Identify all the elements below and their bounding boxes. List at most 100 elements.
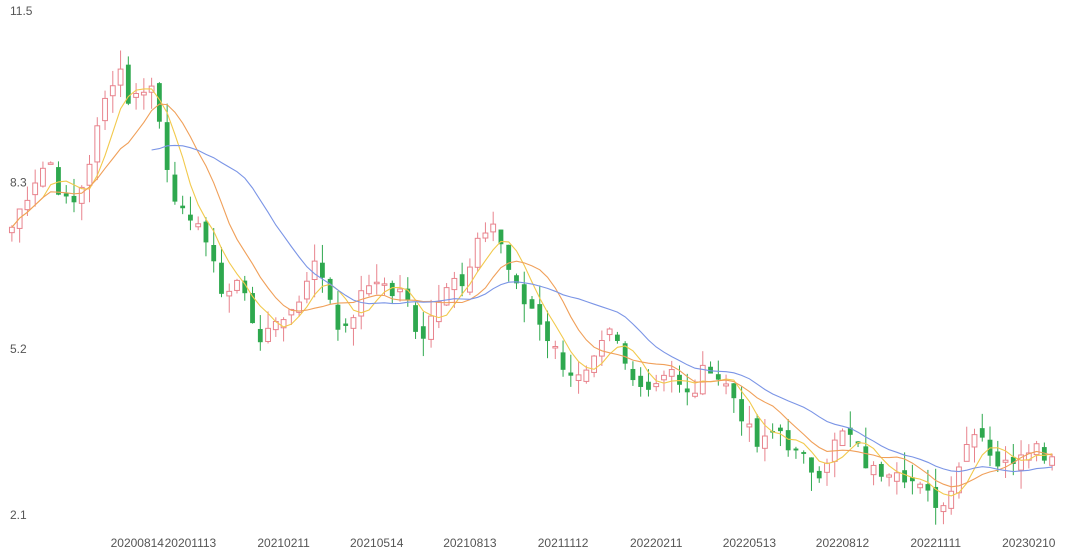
candle (995, 440, 1001, 472)
candle-body (102, 97, 108, 122)
candle (133, 83, 139, 110)
candle (1010, 444, 1016, 476)
candle (86, 154, 93, 203)
candle-body (180, 205, 186, 209)
candle (140, 78, 147, 110)
candle (606, 327, 613, 342)
candle (893, 462, 900, 495)
candle (242, 275, 248, 301)
candle-body (413, 305, 418, 332)
candle-body (552, 346, 559, 349)
candle (343, 318, 349, 333)
candle-body (614, 334, 620, 341)
candle-body (405, 288, 411, 300)
candle (280, 317, 287, 342)
x-tick-label: 20211112 (538, 536, 589, 550)
candle-body (428, 315, 434, 340)
y-tick-label: 5.2 (10, 342, 27, 356)
candle (63, 185, 69, 204)
candle (963, 426, 970, 462)
candle (839, 428, 846, 447)
candle (630, 361, 636, 386)
candle-body (646, 381, 651, 390)
candle (311, 244, 318, 298)
candle-body (117, 68, 124, 86)
candle-body (420, 326, 426, 339)
candle-body (708, 366, 713, 374)
candle-body (234, 279, 240, 291)
candle-body (692, 392, 698, 397)
candle-body (47, 162, 54, 165)
candle (428, 299, 434, 348)
candle-body (778, 427, 783, 432)
candle (785, 419, 791, 457)
candle-body (668, 369, 675, 377)
candle-body (63, 193, 69, 197)
candle (646, 369, 651, 397)
ma-long-line (151, 144, 1053, 473)
candle (8, 225, 15, 242)
candle-body (1018, 454, 1024, 471)
candle-body (963, 444, 970, 462)
candle-body (1049, 456, 1056, 466)
candle-body (188, 214, 193, 221)
candle-body (653, 383, 660, 388)
candle (366, 274, 372, 297)
candle (211, 227, 217, 273)
candle (870, 461, 877, 486)
candle-body (537, 304, 543, 325)
candle (16, 208, 23, 243)
x-tick-label: 20210813 (443, 536, 497, 550)
candle (801, 450, 807, 464)
candle-body (506, 244, 512, 270)
candle (987, 426, 993, 467)
candle (909, 464, 915, 495)
y-tick-label: 8.3 (10, 176, 27, 190)
candle-body (917, 483, 924, 489)
candle-body (886, 474, 893, 478)
candle-body (490, 223, 497, 233)
candle-body (71, 195, 77, 203)
candle-body (397, 288, 403, 293)
x-tick-label: 20221111 (910, 536, 961, 550)
candle-body (598, 339, 605, 357)
candle (482, 222, 489, 243)
candle (917, 481, 924, 494)
candle (234, 278, 240, 294)
candle (925, 469, 931, 502)
candle-body (824, 462, 830, 473)
x-tick-label: 20230210 (1002, 536, 1056, 550)
candle-body (816, 470, 822, 479)
candle (521, 271, 527, 323)
candle-body (785, 430, 791, 451)
candle-body (801, 452, 807, 454)
candle-body (902, 470, 908, 483)
candle-body (839, 430, 846, 447)
candle (971, 428, 978, 463)
candle (598, 330, 605, 366)
candle (466, 258, 473, 296)
candle (583, 365, 590, 384)
candle-body (381, 283, 388, 286)
candle (746, 405, 753, 442)
x-tick-label: 20201113 (165, 536, 217, 550)
candle (754, 413, 760, 453)
candle-body (514, 275, 519, 284)
candle-body (327, 278, 333, 300)
candle-body (630, 368, 636, 381)
ma-mid-line (11, 103, 1053, 488)
candle-body (809, 457, 814, 473)
candle (653, 374, 660, 392)
x-tick-label: 20210211 (257, 536, 310, 550)
candle-body (335, 304, 341, 330)
candle-body (373, 281, 380, 285)
candle (335, 291, 341, 341)
candle (78, 185, 85, 221)
candle (1025, 444, 1032, 469)
candle (529, 296, 535, 309)
candle (397, 275, 403, 302)
candle (591, 354, 598, 378)
candle-body (622, 343, 628, 364)
candle (250, 286, 255, 324)
candle (296, 295, 303, 317)
